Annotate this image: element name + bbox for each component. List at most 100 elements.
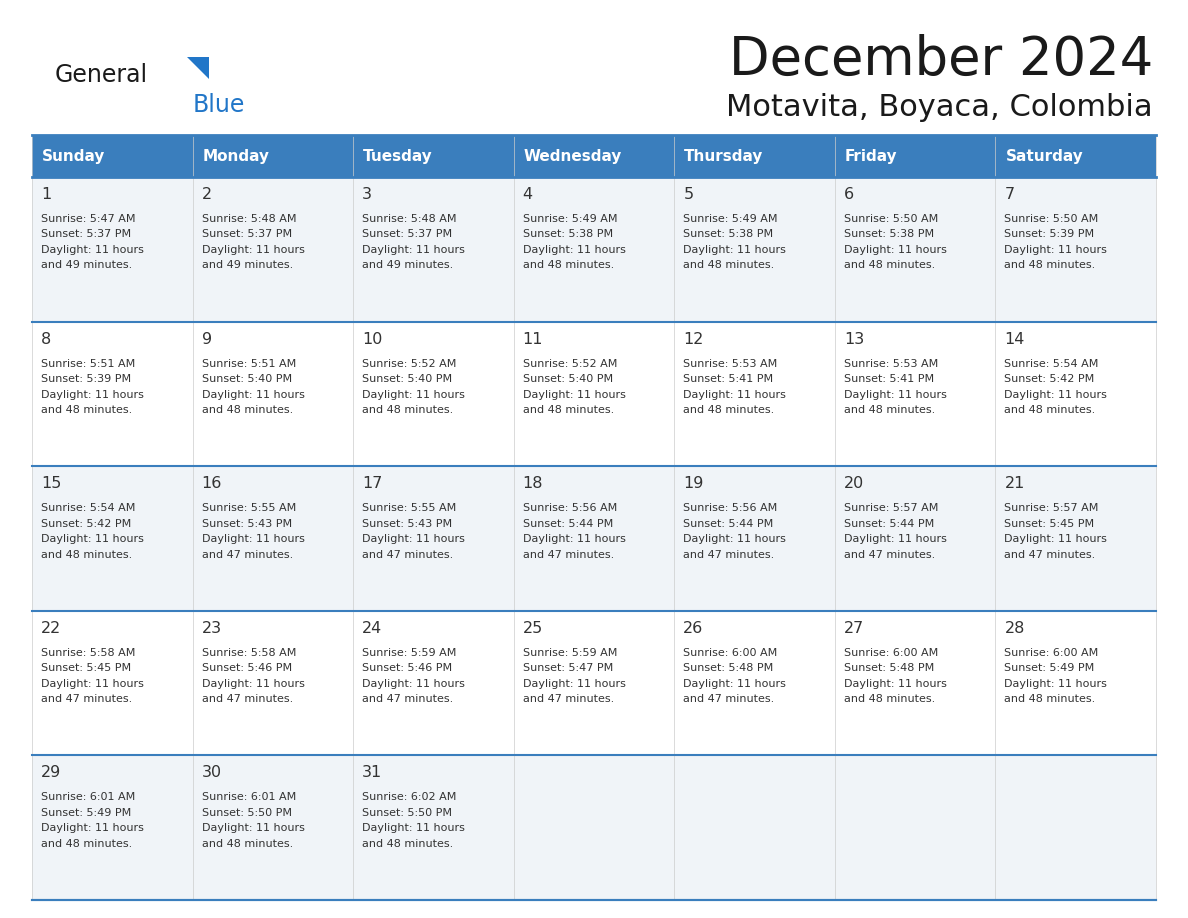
Text: 11: 11 — [523, 331, 543, 347]
Text: Sunrise: 5:58 AM: Sunrise: 5:58 AM — [42, 648, 135, 658]
Bar — [32, 177, 192, 321]
Text: 27: 27 — [843, 621, 864, 636]
Bar — [32, 321, 192, 466]
Text: and 47 minutes.: and 47 minutes. — [523, 694, 614, 704]
Bar — [996, 756, 1156, 900]
Text: and 48 minutes.: and 48 minutes. — [523, 405, 614, 415]
Text: Sunrise: 5:59 AM: Sunrise: 5:59 AM — [523, 648, 617, 658]
Text: 23: 23 — [202, 621, 222, 636]
Text: Tuesday: Tuesday — [364, 149, 432, 163]
Bar — [835, 610, 996, 756]
Text: Daylight: 11 hours: Daylight: 11 hours — [523, 678, 626, 688]
Text: 29: 29 — [42, 766, 62, 780]
Bar — [996, 177, 1156, 321]
Text: 19: 19 — [683, 476, 703, 491]
Text: Sunday: Sunday — [42, 149, 106, 163]
Text: Sunset: 5:48 PM: Sunset: 5:48 PM — [843, 664, 934, 673]
Text: Sunset: 5:43 PM: Sunset: 5:43 PM — [362, 519, 453, 529]
Text: Motavita, Boyaca, Colombia: Motavita, Boyaca, Colombia — [726, 94, 1154, 122]
Text: 7: 7 — [1004, 187, 1015, 202]
Text: and 49 minutes.: and 49 minutes. — [362, 261, 454, 271]
Text: Sunset: 5:40 PM: Sunset: 5:40 PM — [362, 375, 453, 384]
Bar — [353, 756, 513, 900]
Text: and 47 minutes.: and 47 minutes. — [683, 694, 775, 704]
Text: Sunset: 5:40 PM: Sunset: 5:40 PM — [523, 375, 613, 384]
Text: Sunrise: 5:59 AM: Sunrise: 5:59 AM — [362, 648, 456, 658]
Text: Daylight: 11 hours: Daylight: 11 hours — [523, 534, 626, 544]
Text: and 48 minutes.: and 48 minutes. — [1004, 405, 1095, 415]
Text: Blue: Blue — [192, 93, 246, 117]
Text: Sunset: 5:45 PM: Sunset: 5:45 PM — [1004, 519, 1094, 529]
Text: and 48 minutes.: and 48 minutes. — [1004, 694, 1095, 704]
Bar — [675, 756, 835, 900]
Text: 8: 8 — [42, 331, 51, 347]
Text: Thursday: Thursday — [684, 149, 764, 163]
Bar — [513, 177, 675, 321]
Text: Sunset: 5:37 PM: Sunset: 5:37 PM — [202, 230, 292, 240]
Text: Daylight: 11 hours: Daylight: 11 hours — [202, 534, 304, 544]
Text: Sunrise: 5:55 AM: Sunrise: 5:55 AM — [202, 503, 296, 513]
Text: 31: 31 — [362, 766, 383, 780]
Text: Monday: Monday — [203, 149, 270, 163]
Bar — [32, 610, 192, 756]
Text: and 48 minutes.: and 48 minutes. — [843, 694, 935, 704]
Bar — [353, 610, 513, 756]
Text: Sunrise: 6:01 AM: Sunrise: 6:01 AM — [42, 792, 135, 802]
Bar — [513, 466, 675, 610]
Text: 18: 18 — [523, 476, 543, 491]
Text: Daylight: 11 hours: Daylight: 11 hours — [42, 245, 144, 255]
Text: 24: 24 — [362, 621, 383, 636]
Text: and 47 minutes.: and 47 minutes. — [202, 694, 292, 704]
Bar — [513, 610, 675, 756]
Text: Sunrise: 6:00 AM: Sunrise: 6:00 AM — [843, 648, 939, 658]
Bar — [675, 177, 835, 321]
Text: Sunset: 5:50 PM: Sunset: 5:50 PM — [362, 808, 453, 818]
Text: Daylight: 11 hours: Daylight: 11 hours — [362, 823, 465, 834]
Text: 13: 13 — [843, 331, 864, 347]
Text: Sunset: 5:37 PM: Sunset: 5:37 PM — [362, 230, 453, 240]
Bar — [513, 135, 675, 177]
Bar — [835, 756, 996, 900]
Text: Daylight: 11 hours: Daylight: 11 hours — [523, 245, 626, 255]
Text: and 48 minutes.: and 48 minutes. — [42, 405, 132, 415]
Text: and 48 minutes.: and 48 minutes. — [202, 405, 292, 415]
Text: Sunrise: 5:48 AM: Sunrise: 5:48 AM — [202, 214, 296, 224]
Text: Sunset: 5:41 PM: Sunset: 5:41 PM — [683, 375, 773, 384]
Text: 20: 20 — [843, 476, 864, 491]
Text: Sunset: 5:38 PM: Sunset: 5:38 PM — [843, 230, 934, 240]
Text: Sunrise: 5:47 AM: Sunrise: 5:47 AM — [42, 214, 135, 224]
Bar — [835, 135, 996, 177]
Bar — [513, 321, 675, 466]
Text: and 48 minutes.: and 48 minutes. — [523, 261, 614, 271]
Bar — [192, 610, 353, 756]
Text: Sunset: 5:49 PM: Sunset: 5:49 PM — [1004, 664, 1094, 673]
Text: Sunrise: 5:51 AM: Sunrise: 5:51 AM — [42, 359, 135, 369]
Text: Sunrise: 6:02 AM: Sunrise: 6:02 AM — [362, 792, 456, 802]
Text: General: General — [55, 63, 148, 87]
Text: Daylight: 11 hours: Daylight: 11 hours — [202, 245, 304, 255]
Text: Sunrise: 5:55 AM: Sunrise: 5:55 AM — [362, 503, 456, 513]
Text: Daylight: 11 hours: Daylight: 11 hours — [362, 678, 465, 688]
Text: Sunrise: 5:52 AM: Sunrise: 5:52 AM — [523, 359, 617, 369]
Text: Daylight: 11 hours: Daylight: 11 hours — [202, 678, 304, 688]
Text: Sunset: 5:38 PM: Sunset: 5:38 PM — [683, 230, 773, 240]
Text: Sunrise: 6:01 AM: Sunrise: 6:01 AM — [202, 792, 296, 802]
Text: Daylight: 11 hours: Daylight: 11 hours — [523, 389, 626, 399]
Bar — [353, 177, 513, 321]
Bar — [835, 321, 996, 466]
Text: Sunset: 5:37 PM: Sunset: 5:37 PM — [42, 230, 131, 240]
Text: 26: 26 — [683, 621, 703, 636]
Text: 1: 1 — [42, 187, 51, 202]
Text: Sunrise: 5:58 AM: Sunrise: 5:58 AM — [202, 648, 296, 658]
Text: Sunset: 5:47 PM: Sunset: 5:47 PM — [523, 664, 613, 673]
Text: and 47 minutes.: and 47 minutes. — [1004, 550, 1095, 560]
Text: and 48 minutes.: and 48 minutes. — [683, 405, 775, 415]
Bar — [675, 610, 835, 756]
Text: Daylight: 11 hours: Daylight: 11 hours — [42, 823, 144, 834]
Text: Sunrise: 5:52 AM: Sunrise: 5:52 AM — [362, 359, 456, 369]
Bar — [192, 466, 353, 610]
Text: 28: 28 — [1004, 621, 1025, 636]
Text: Daylight: 11 hours: Daylight: 11 hours — [1004, 678, 1107, 688]
Text: Sunset: 5:46 PM: Sunset: 5:46 PM — [202, 664, 292, 673]
Text: and 48 minutes.: and 48 minutes. — [362, 839, 454, 849]
